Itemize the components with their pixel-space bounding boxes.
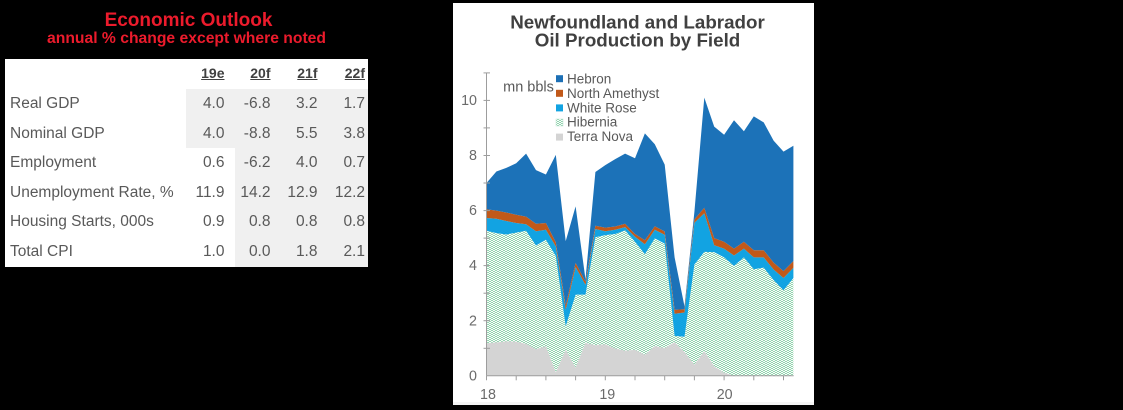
svg-text:mn bbls: mn bbls [503, 80, 554, 96]
svg-text:Newfoundland and Labrador: Newfoundland and Labrador [510, 12, 765, 33]
svg-text:Oil Production by Field: Oil Production by Field [535, 30, 741, 51]
svg-text:4: 4 [469, 258, 477, 274]
svg-text:North Amethyst: North Amethyst [567, 86, 660, 101]
svg-text:Terra Nova: Terra Nova [567, 129, 634, 144]
svg-text:White Rose: White Rose [567, 100, 637, 115]
svg-text:20: 20 [717, 387, 733, 403]
svg-text:19: 19 [599, 387, 615, 403]
svg-text:Hebron: Hebron [567, 72, 611, 87]
svg-text:2: 2 [469, 313, 477, 329]
svg-text:6: 6 [469, 203, 477, 219]
svg-text:18: 18 [480, 387, 496, 403]
svg-text:10: 10 [461, 93, 477, 109]
svg-text:8: 8 [469, 148, 477, 164]
svg-text:0: 0 [469, 368, 477, 384]
svg-text:Hibernia: Hibernia [567, 115, 618, 130]
